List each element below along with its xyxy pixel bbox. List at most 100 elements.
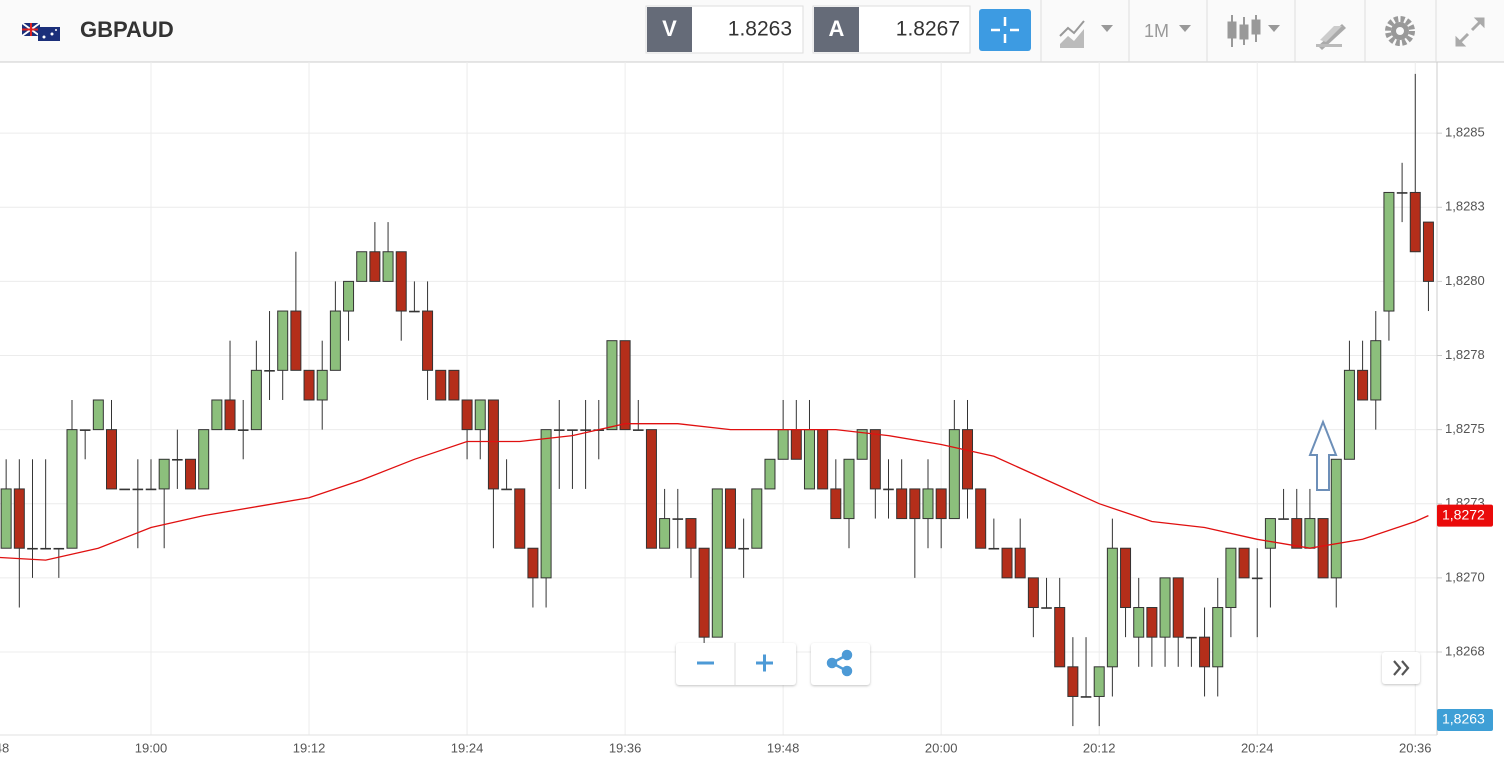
candle-body	[1106, 547, 1118, 668]
candle-body	[843, 458, 855, 520]
candle-body	[53, 547, 65, 550]
candle-body	[1146, 607, 1158, 638]
y-tick-label: 1,8285	[1445, 125, 1485, 140]
candle-body	[830, 488, 842, 520]
x-tick-label: 19:24	[451, 740, 484, 755]
zoom-panel	[676, 643, 796, 685]
candle-body	[724, 488, 736, 549]
candle-body	[1054, 607, 1066, 668]
candle-body	[501, 488, 512, 491]
bid-price[interactable]: 1.8263	[728, 18, 792, 41]
ask-tag: A	[829, 16, 845, 41]
candle-body	[1330, 458, 1342, 579]
x-tick-label: 19:12	[293, 740, 326, 755]
candle-body	[1133, 607, 1145, 638]
candle-body	[632, 429, 644, 431]
bid-marker	[1437, 709, 1493, 731]
ask-price[interactable]: 1.8267	[896, 18, 960, 41]
candle-body	[1278, 518, 1289, 520]
bid-marker-label: 1,8263	[1442, 711, 1485, 727]
candle-body	[185, 458, 197, 490]
candle-body	[777, 429, 789, 460]
x-tick-label: 20:12	[1083, 740, 1116, 755]
candle-body	[1291, 518, 1303, 549]
candle-body	[264, 370, 275, 372]
candle-body	[883, 488, 894, 491]
y-tick-label: 1,8278	[1445, 347, 1485, 362]
candle-body	[1409, 191, 1421, 253]
flag-icon	[21, 22, 60, 41]
chart-type-button[interactable]	[1059, 20, 1113, 48]
candle-body	[1199, 636, 1211, 668]
timeframe[interactable]: 1M	[1144, 21, 1169, 41]
x-tick-label: 19:48	[767, 740, 800, 755]
symbol: GBPAUD	[80, 17, 174, 42]
ask-tag-bg	[814, 7, 859, 52]
settings-button[interactable]	[1385, 16, 1415, 46]
candle-body	[1238, 547, 1250, 579]
candle-body	[751, 488, 763, 549]
drawing-tool-button[interactable]	[1316, 24, 1346, 50]
share-button[interactable]	[826, 649, 853, 677]
crosshair-button[interactable]	[979, 9, 1031, 51]
candle-body	[1014, 547, 1026, 579]
scroll-end-button[interactable]	[1393, 660, 1410, 676]
candle-body	[224, 399, 236, 431]
candle-body	[329, 310, 341, 371]
candle-body	[1186, 636, 1197, 639]
candle-body	[409, 310, 420, 313]
header: GBPAUD V 1.8263 A 1.8267 1M	[0, 0, 1504, 63]
candle-body	[1251, 577, 1263, 580]
candle-body	[382, 251, 394, 282]
candle-body	[66, 429, 78, 549]
candle-body	[685, 518, 697, 549]
share-panel	[811, 643, 870, 685]
price-marker-label: 1,8272	[1442, 506, 1485, 522]
candle-type-button[interactable]	[1227, 15, 1280, 47]
candle-body	[1357, 369, 1369, 401]
price-marker	[1437, 504, 1493, 527]
candle-body	[698, 547, 710, 638]
candle-body	[817, 429, 829, 490]
candle-body	[988, 547, 1000, 550]
candle-body	[487, 399, 499, 490]
candle-body	[1212, 607, 1224, 668]
candle-body	[316, 369, 328, 401]
candle-body	[619, 340, 631, 431]
separators	[1040, 0, 1437, 62]
candle-body	[290, 310, 302, 371]
candle-body	[1080, 696, 1092, 698]
x-tick-label: 20:36	[1399, 740, 1432, 755]
candle-body	[0, 488, 12, 549]
fullscreen-button[interactable]	[1455, 17, 1485, 47]
candle-body	[1120, 547, 1132, 609]
candle-body	[40, 547, 51, 550]
candle-body	[27, 547, 38, 550]
candle-body	[672, 518, 684, 520]
candle-body	[13, 488, 25, 549]
candle-body	[1041, 607, 1052, 609]
zoom-in-button[interactable]	[756, 654, 773, 672]
bid-tag: V	[662, 16, 677, 41]
candle-body	[856, 429, 868, 460]
candle-body	[395, 251, 407, 312]
candle-body	[1067, 666, 1079, 697]
candle-body	[567, 429, 578, 431]
candle-body	[211, 399, 223, 431]
candle-body	[422, 310, 434, 371]
candle-body	[527, 547, 539, 579]
candle-body	[1093, 666, 1105, 697]
timeframe-button[interactable]: 1M	[1144, 21, 1191, 41]
x-tick-label: 20:00	[925, 740, 958, 755]
candle-body	[764, 458, 776, 490]
candle-body	[303, 369, 315, 401]
candle-body	[435, 369, 447, 401]
x-tick-label: 20:24	[1241, 740, 1274, 755]
candle-body	[1396, 192, 1408, 194]
candle-body	[962, 429, 974, 490]
candle-body	[172, 458, 183, 461]
candle-body	[1317, 518, 1329, 579]
candle-body	[540, 429, 552, 579]
candle-body	[975, 488, 987, 549]
